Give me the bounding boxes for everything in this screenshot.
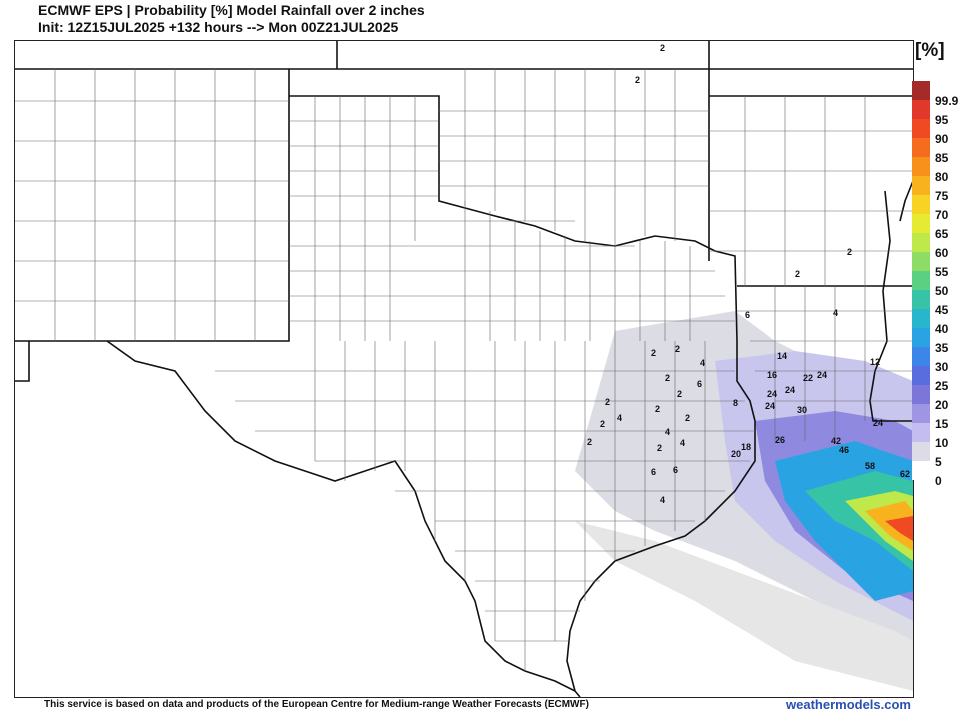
point-value: 24 (817, 370, 827, 380)
legend-swatch (912, 461, 930, 480)
legend-label: 40 (935, 322, 949, 336)
point-value: 2 (677, 389, 682, 399)
point-value: 2 (655, 404, 660, 414)
legend-swatch (912, 290, 930, 309)
point-value: 8 (733, 398, 738, 408)
point-value: 4 (665, 427, 670, 437)
legend-swatch (912, 252, 930, 271)
legend-label: 60 (935, 246, 949, 260)
point-value: 62 (900, 469, 910, 479)
point-value: 2 (635, 75, 640, 85)
brand-link[interactable]: weathermodels.com (786, 697, 911, 712)
legend-swatch (912, 423, 930, 442)
legend-swatch (912, 176, 930, 195)
legend-swatch (912, 385, 930, 404)
legend-swatch (912, 157, 930, 176)
legend-swatch (912, 119, 930, 138)
point-value: 46 (839, 445, 849, 455)
point-value: 4 (700, 358, 705, 368)
point-value: 2 (605, 397, 610, 407)
legend-label: 70 (935, 208, 949, 222)
legend-swatch (912, 100, 930, 119)
legend-label: 99.9 (935, 94, 959, 108)
point-value: 20 (731, 449, 741, 459)
point-value: 2 (651, 348, 656, 358)
probability-shading (575, 311, 913, 691)
map-panel: 2 2 2 2 2 4 2 6 2 4 2 6 2 2 2 4 2 2 4 8 … (14, 40, 914, 698)
legend-label: 50 (935, 284, 949, 298)
color-legend (912, 81, 930, 480)
point-value: 2 (665, 373, 670, 383)
legend-swatch (912, 138, 930, 157)
point-value: 2 (657, 443, 662, 453)
legend-swatch (912, 214, 930, 233)
legend-swatch (912, 233, 930, 252)
title-line-2: Init: 12Z15JUL2025 +132 hours --> Mon 00… (38, 19, 399, 35)
legend-label: 25 (935, 379, 949, 393)
legend-label: 45 (935, 303, 949, 317)
legend-swatch (912, 404, 930, 423)
ecmwf-credit: This service is based on data and produc… (44, 699, 589, 710)
point-value: 4 (680, 438, 685, 448)
point-value: 6 (651, 467, 656, 477)
legend-label: 90 (935, 132, 949, 146)
point-value: 6 (697, 379, 702, 389)
legend-label: 95 (935, 113, 949, 127)
legend-unit: [%] (915, 40, 945, 61)
point-value: 2 (587, 437, 592, 447)
point-value: 42 (831, 436, 841, 446)
point-value: 4 (660, 495, 665, 505)
legend-swatch (912, 271, 930, 290)
point-value: 2 (847, 247, 852, 257)
point-value: 2 (685, 413, 690, 423)
map-canvas: 2 2 2 2 2 4 2 6 2 4 2 6 2 2 2 4 2 2 4 8 … (15, 41, 913, 697)
legend-label: 75 (935, 189, 949, 203)
legend-label: 35 (935, 341, 949, 355)
legend-label: 20 (935, 398, 949, 412)
title-line-1: ECMWF EPS | Probability [%] Model Rainfa… (38, 2, 425, 18)
point-value: 24 (873, 418, 883, 428)
legend-swatch (912, 81, 930, 100)
point-value: 24 (765, 401, 775, 411)
state-boundaries (15, 41, 913, 697)
county-lines (15, 69, 913, 671)
legend-swatch (912, 366, 930, 385)
legend-label: 85 (935, 151, 949, 165)
probability-values: 2 2 2 2 2 4 2 6 2 4 2 6 2 2 2 4 2 2 4 8 … (587, 43, 910, 505)
point-value: 58 (865, 461, 875, 471)
legend-label: 65 (935, 227, 949, 241)
point-value: 24 (767, 389, 777, 399)
point-value: 4 (833, 308, 838, 318)
point-value: 14 (777, 351, 787, 361)
legend-label: 30 (935, 360, 949, 374)
legend-swatch (912, 309, 930, 328)
point-value: 22 (803, 373, 813, 383)
point-value: 2 (795, 269, 800, 279)
point-value: 30 (797, 405, 807, 415)
point-value: 6 (745, 310, 750, 320)
point-value: 2 (675, 344, 680, 354)
legend-label: 0 (935, 474, 942, 488)
legend-swatch (912, 347, 930, 366)
point-value: 12 (870, 357, 880, 367)
legend-swatch (912, 195, 930, 214)
legend-label: 80 (935, 170, 949, 184)
legend-label: 55 (935, 265, 949, 279)
point-value: 24 (785, 385, 795, 395)
point-value: 4 (617, 413, 622, 423)
point-value: 16 (767, 370, 777, 380)
point-value: 18 (741, 442, 751, 452)
legend-label: 10 (935, 436, 949, 450)
legend-swatch (912, 442, 930, 461)
legend-label: 15 (935, 417, 949, 431)
legend-label: 5 (935, 455, 942, 469)
point-value: 2 (600, 419, 605, 429)
map-title: ECMWF EPS | Probability [%] Model Rainfa… (38, 2, 425, 36)
legend-swatch (912, 328, 930, 347)
point-value: 6 (673, 465, 678, 475)
point-value: 26 (775, 435, 785, 445)
point-value: 2 (660, 43, 665, 53)
